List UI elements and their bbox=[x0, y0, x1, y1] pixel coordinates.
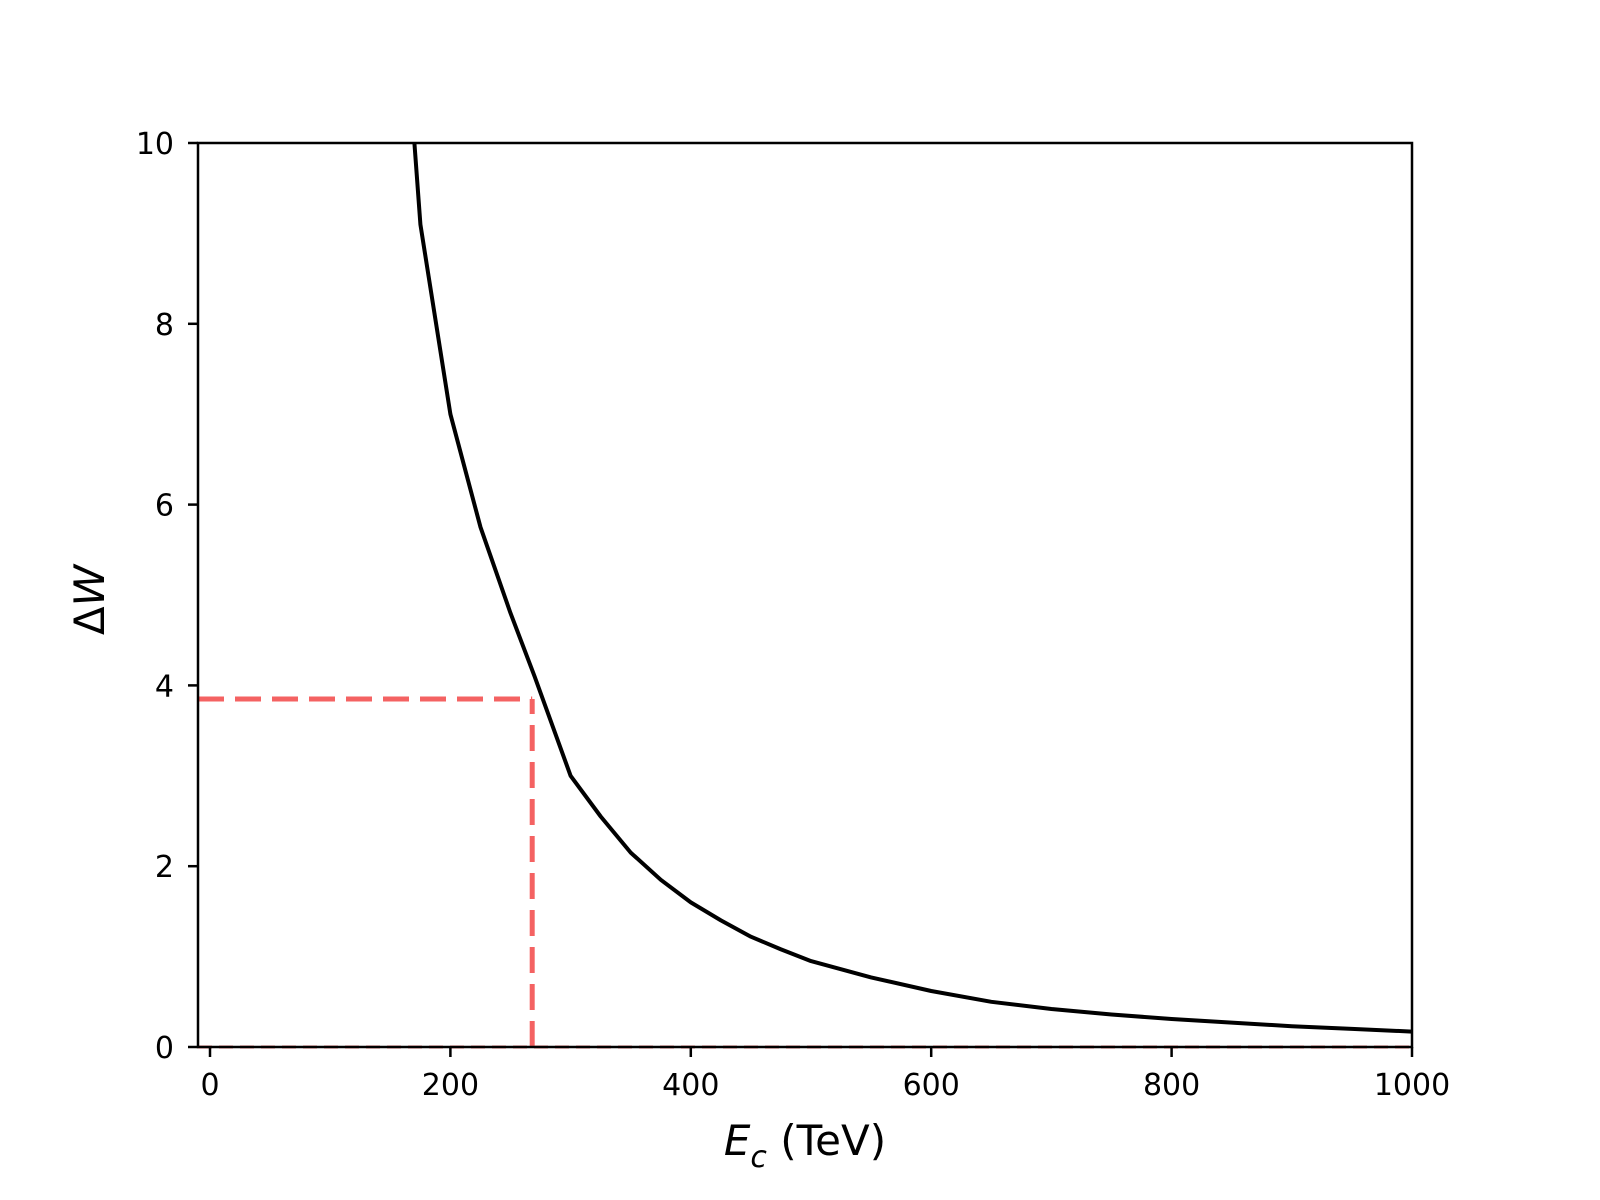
y-tick-label: 10 bbox=[136, 127, 174, 162]
axes-layer: 0 200 400 600 800 1000 0 2 4 6 8 10 bbox=[136, 127, 1450, 1103]
y-tick-label: 2 bbox=[155, 850, 174, 885]
y-tick-label: 8 bbox=[155, 308, 174, 343]
x-tick-label: 400 bbox=[662, 1068, 719, 1103]
x-tick-label: 600 bbox=[903, 1068, 960, 1103]
y-axis-label: ΔW bbox=[65, 563, 114, 635]
y-tick-label: 6 bbox=[155, 489, 174, 524]
series-line-0 bbox=[412, 142, 1413, 1034]
x-tick-label: 800 bbox=[1143, 1068, 1200, 1103]
y-tick-label: 4 bbox=[155, 669, 174, 704]
annotation-layer bbox=[198, 696, 1412, 1049]
x-tick-label: 200 bbox=[422, 1068, 479, 1103]
plot-layer bbox=[412, 142, 1413, 1034]
x-tick-label: 0 bbox=[200, 1068, 219, 1103]
y-tick-label: 0 bbox=[155, 1031, 174, 1066]
x-tick-label: 1000 bbox=[1374, 1068, 1450, 1103]
plot-frame bbox=[196, 141, 1414, 1049]
x-axis-label: Ec (TeV) bbox=[724, 1116, 886, 1175]
